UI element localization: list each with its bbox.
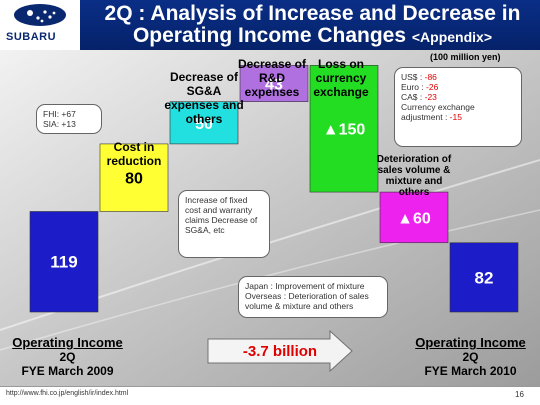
bar-value-label-5: ▲60 [397,210,431,227]
bar-3 [239,65,309,102]
change-arrow [207,329,353,373]
fx-cad-label: CA$ : [401,92,425,102]
fx-euro-value: -26 [426,82,439,92]
callout-fx-cad: CA$ : -23 [401,92,515,102]
title-tag: <Appendix> [411,29,493,45]
bar-value-label-2: 50 [195,116,213,133]
label-fx: Loss on currency exchange [313,57,369,99]
bar-4 [309,65,379,193]
left-operating-income: Operating Income 2Q FYE March 2009 [0,335,135,379]
label-cost-reduction: Cost in reduction [106,140,162,168]
bar-value-label-3: 43 [265,77,283,94]
label-rd: Decrease of R&D expenses [237,57,307,99]
right-oi-line-3: FYE March 2010 [424,364,517,378]
bar-value-label-1: 80 [125,171,143,188]
label-volume: Deterioration of sales volume & mixture … [376,154,452,198]
footer-divider [0,386,540,387]
fx-euro-label: Euro : [401,82,427,92]
bar-value-label-4: ▲150 [323,122,366,139]
fx-usd-value: -86 [424,72,437,82]
logo-box: SUBARU [0,0,80,50]
callout-fx-adjust: Currency exchange adjustment : -15 [401,102,515,122]
fx-adjust-label: Currency exchange adjustment : [401,102,475,122]
callout-fx-usd: US$ : -86 [401,72,515,82]
right-oi-line-2: 2Q [462,350,479,364]
callout-fhi-line-2: SIA: +13 [43,119,76,129]
callout-fhi: FHI: +67 SIA: +13 [36,104,102,134]
page-number: 16 [515,390,524,399]
left-oi-line-1: Operating Income [12,335,123,350]
logo-text: SUBARU [6,31,57,43]
fx-usd-label: US$ : [401,72,425,82]
unit-note: (100 million yen) [430,52,501,62]
bar-5 [379,191,449,244]
change-amount: -3.7 billion [242,343,318,360]
callout-currency: US$ : -86 Euro : -26 CA$ : -23 Currency … [394,67,522,147]
bar-1 [99,143,169,212]
callout-sga: Increase of fixed cost and warranty clai… [178,190,270,258]
bar-value-label-0: 119 [50,253,77,272]
title-line-1: 2Q : Analysis of Increase and Decrease i… [104,2,521,25]
left-oi-line-3: FYE March 2009 [21,364,114,378]
bar-0 [29,211,99,313]
bar-2 [169,101,239,145]
right-operating-income: Operating Income 2Q FYE March 2010 [403,335,538,379]
subaru-stars-logo [14,4,66,26]
right-oi-line-1: Operating Income [415,335,526,350]
label-sga: Decrease of SG&A expenses and others [164,70,244,126]
left-oi-line-2: 2Q [59,350,76,364]
callout-mixture: Japan : Improvement of mixture Overseas … [238,276,388,318]
title-line-2-text: Operating Income Changes [132,24,407,47]
bar-value-label-6: 82 [475,268,494,287]
callout-fx-euro: Euro : -26 [401,82,515,92]
fx-adjust-value: -15 [449,112,462,122]
callout-fhi-line-1: FHI: +67 [43,109,76,119]
fx-cad-value: -23 [424,92,437,102]
page-title: 2Q : Analysis of Increase and Decrease i… [90,3,535,48]
title-line-2: Operating Income Changes <Appendix> [90,25,535,48]
footer-url[interactable]: http://www.fhi.co.jp/english/ir/index.ht… [6,390,129,397]
header-bar [0,0,540,50]
bar-6 [449,242,519,313]
